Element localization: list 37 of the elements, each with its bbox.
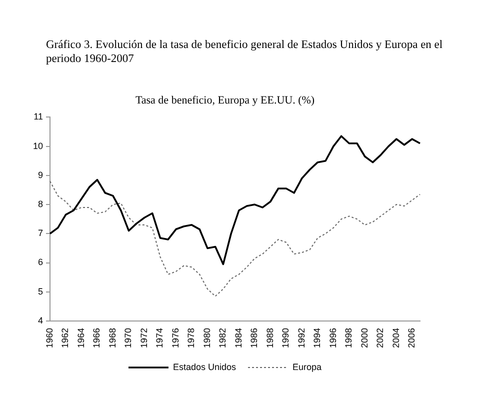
x-tick-label: 1996 — [328, 328, 338, 348]
y-tick-label: 9 — [38, 170, 44, 180]
legend-label: Estados Unidos — [172, 362, 237, 372]
x-tick-label: 1960 — [44, 328, 54, 348]
x-tick-label: 1982 — [218, 328, 228, 348]
y-tick-label: 6 — [38, 257, 44, 268]
x-tick-label: 1980 — [202, 328, 212, 348]
x-tick-label: 1972 — [138, 328, 149, 348]
legend-label: Europa — [292, 362, 322, 372]
x-tick-label: 1976 — [170, 328, 180, 348]
x-tick-label: 2006 — [406, 328, 417, 348]
x-tick-label: 1966 — [92, 328, 102, 348]
chart-subtitle: Tasa de beneficio, Europa y EE.UU. (%) — [135, 94, 315, 106]
x-tick-label: 2000 — [359, 328, 370, 348]
x-tick-label: 2002 — [375, 328, 386, 348]
x-tick-label: 1990 — [280, 328, 291, 348]
x-tick-label: 1994 — [312, 328, 322, 348]
line-series — [50, 180, 420, 297]
y-tick-label: 8 — [38, 199, 44, 210]
x-tick-label: 1964 — [76, 328, 86, 348]
x-tick-label: 1998 — [344, 328, 354, 348]
y-tick-label: 10 — [32, 140, 44, 151]
x-tick-label: 2004 — [390, 328, 401, 348]
x-tick-label: 1970 — [123, 328, 134, 348]
y-tick-label: 5 — [38, 286, 44, 296]
x-tick-label: 1978 — [186, 328, 196, 348]
x-tick-label: 1992 — [296, 328, 306, 348]
x-tick-label: 1962 — [60, 328, 70, 348]
chart-title: Gráfico 3. Evolución de la tasa de beneficio general de Estados Unidos y Europa en el periodo 1960-2007 — [46, 38, 444, 66]
x-tick-label: 1974 — [154, 328, 165, 348]
x-tick-label: 1984 — [233, 328, 244, 348]
y-tick-label: 7 — [38, 228, 44, 238]
x-tick-label: 1986 — [249, 328, 260, 348]
x-tick-label: 1968 — [107, 328, 118, 348]
x-tick-label: 1988 — [264, 328, 275, 348]
y-tick-label: 11 — [34, 112, 44, 122]
y-tick-label: 4 — [38, 315, 44, 326]
